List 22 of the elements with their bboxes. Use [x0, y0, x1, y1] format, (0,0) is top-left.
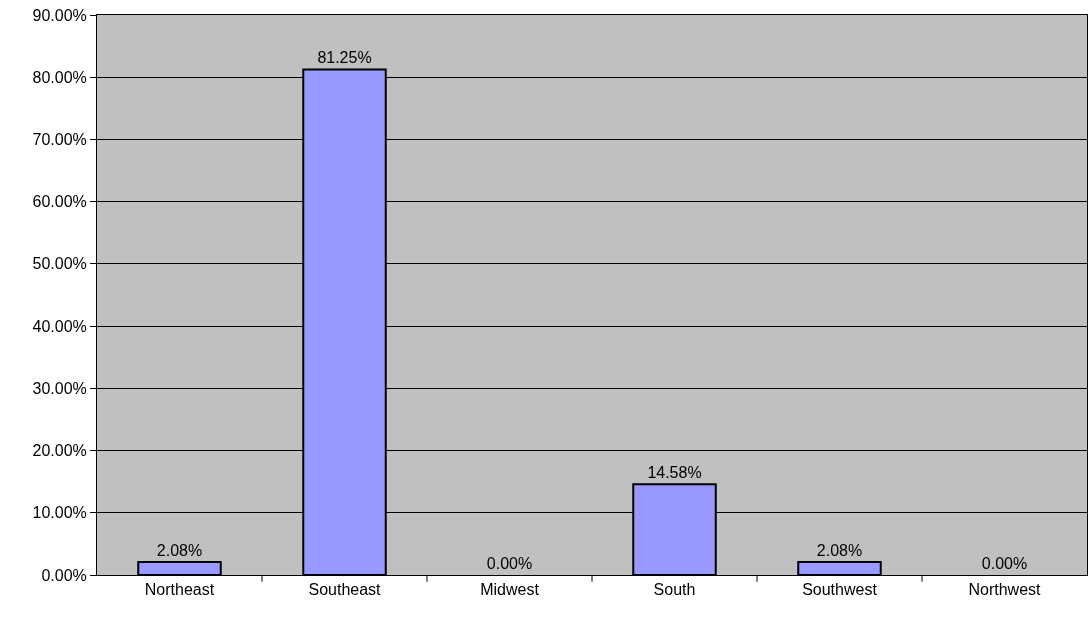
- x-tick-label: South: [653, 581, 696, 599]
- x-tick-label: Northwest: [968, 581, 1042, 599]
- y-tick-label: 90.00%: [32, 6, 87, 24]
- y-tick-label: 0.00%: [41, 566, 87, 584]
- data-label: 14.58%: [647, 464, 702, 482]
- x-tick-label: Northeast: [144, 581, 215, 599]
- data-label: 81.25%: [317, 49, 372, 67]
- y-tick-label: 70.00%: [32, 131, 87, 149]
- y-tick-label: 40.00%: [32, 317, 87, 335]
- y-tick-label: 10.00%: [32, 504, 87, 522]
- y-tick-label: 60.00%: [32, 193, 87, 211]
- data-label: 0.00%: [981, 555, 1028, 572]
- x-tick-label: Southwest: [802, 581, 878, 599]
- y-tick-label: 20.00%: [32, 442, 87, 460]
- y-tick-label: 80.00%: [32, 68, 87, 86]
- data-label: 2.08%: [816, 542, 863, 560]
- y-tick-label: 30.00%: [32, 379, 87, 397]
- data-label: 0.00%: [486, 555, 533, 572]
- x-tick-label: Southeast: [308, 581, 382, 599]
- data-label: 2.08%: [156, 542, 203, 560]
- y-tick-label: 50.00%: [32, 255, 87, 273]
- x-tick-label: Midwest: [480, 581, 540, 599]
